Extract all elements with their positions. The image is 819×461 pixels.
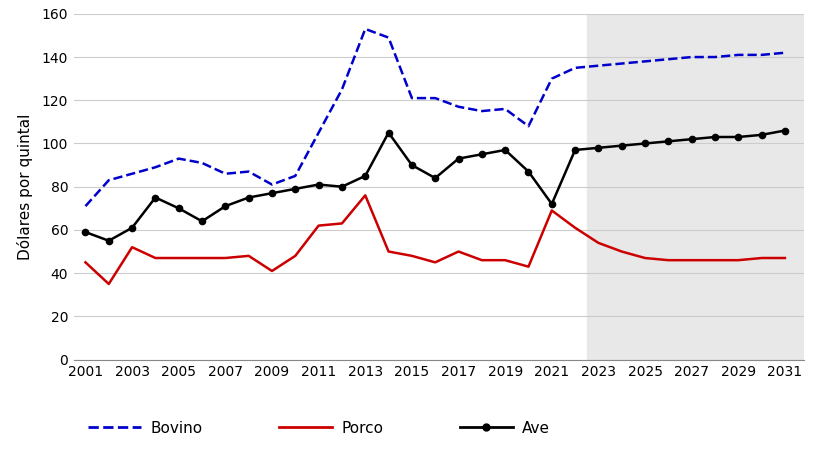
- Bar: [586, 14, 808, 360]
- Y-axis label: Dólares por quintal: Dólares por quintal: [17, 113, 34, 260]
- Legend: Bovino, Porco, Ave: Bovino, Porco, Ave: [81, 414, 556, 442]
